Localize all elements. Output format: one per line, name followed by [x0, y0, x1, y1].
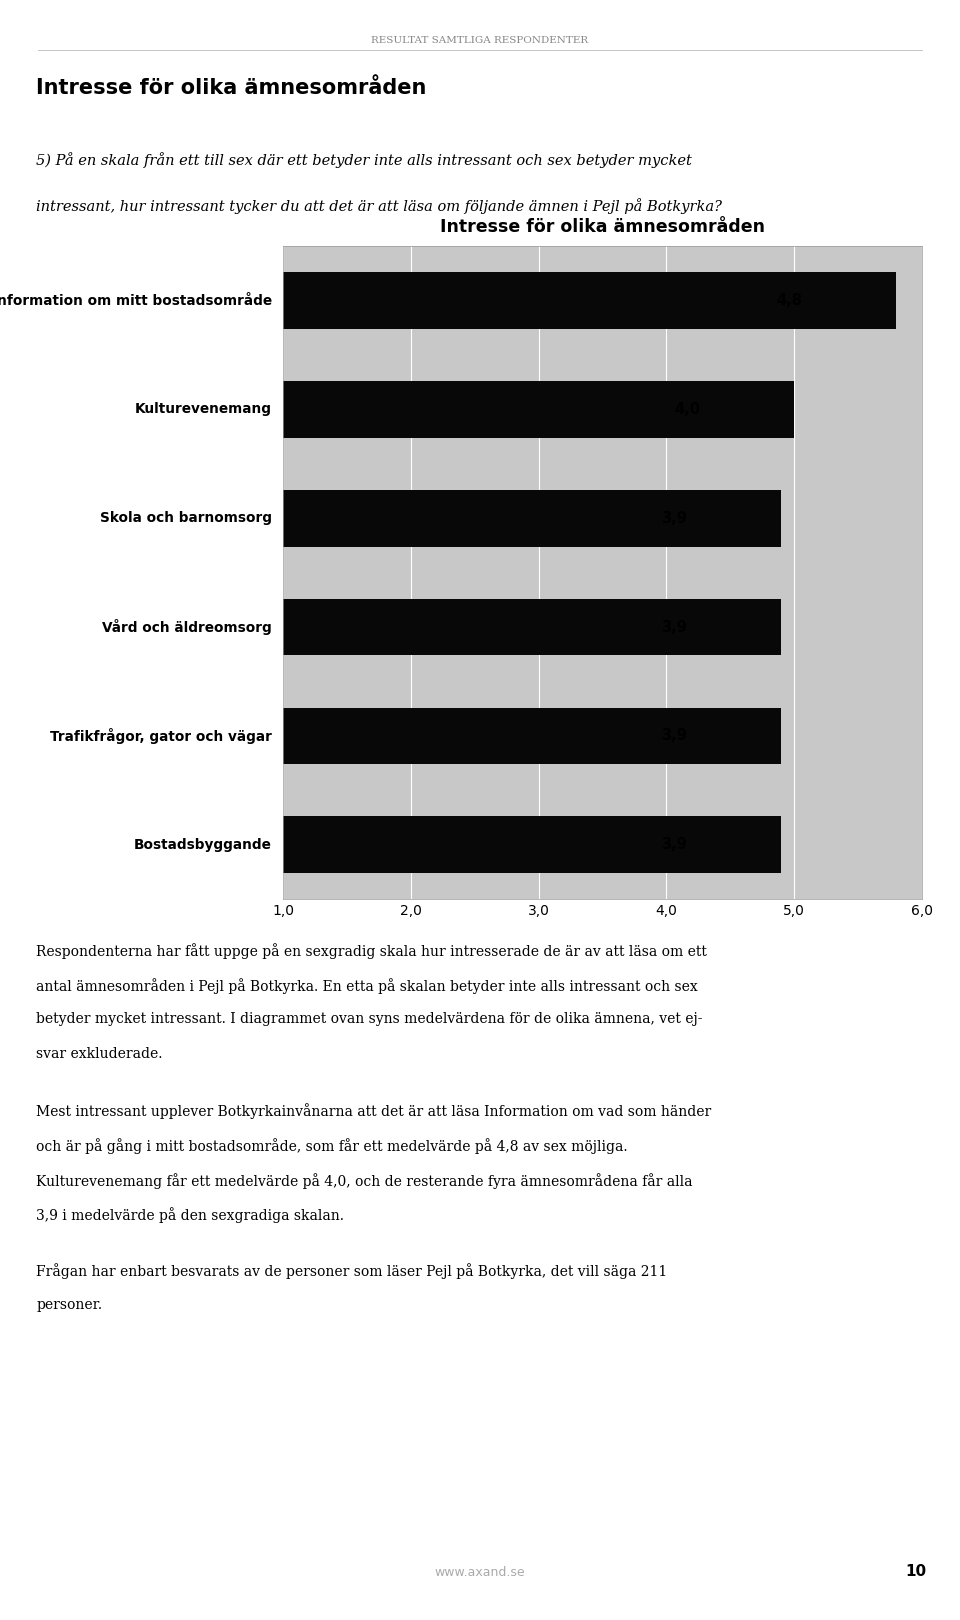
Text: Intresse för olika ämnesområden: Intresse för olika ämnesområden — [36, 78, 427, 97]
Text: Skola och barnomsorg: Skola och barnomsorg — [100, 512, 272, 525]
Title: Intresse för olika ämnesområden: Intresse för olika ämnesområden — [440, 219, 765, 237]
Text: 5) På en skala från ett till sex där ett betyder inte alls intressant och sex be: 5) På en skala från ett till sex där ett… — [36, 152, 692, 168]
Text: www.axand.se: www.axand.se — [435, 1567, 525, 1580]
Text: Bostadsbyggande: Bostadsbyggande — [133, 838, 272, 852]
Text: Vård och äldreomsorg: Vård och äldreomsorg — [102, 619, 272, 635]
Text: Respondenterna har fått uppge på en sexgradig skala hur intresserade de är av at: Respondenterna har fått uppge på en sexg… — [36, 943, 708, 959]
Bar — [283, 708, 781, 765]
Text: personer.: personer. — [36, 1298, 103, 1312]
Text: Kulturevenemang får ett medelvärde på 4,0, och de resterande fyra ämnesområdena : Kulturevenemang får ett medelvärde på 4,… — [36, 1173, 693, 1189]
Text: Kulturevenemang: Kulturevenemang — [134, 402, 272, 416]
Text: antal ämnesområden i Pejl på Botkyrka. En etta på skalan betyder inte alls intre: antal ämnesområden i Pejl på Botkyrka. E… — [36, 978, 698, 993]
Text: Information om mitt bostadsområde: Information om mitt bostadsområde — [0, 293, 272, 308]
Text: betyder mycket intressant. I diagrammet ovan syns medelvärdena för de olika ämne: betyder mycket intressant. I diagrammet … — [36, 1012, 703, 1027]
Text: Mest intressant upplever Botkyrkainvånarna att det är att läsa Information om va: Mest intressant upplever Botkyrkainvånar… — [36, 1103, 711, 1119]
Bar — [283, 489, 781, 546]
Bar — [283, 816, 781, 873]
Text: Frågan har enbart besvarats av de personer som läser Pejl på Botkyrka, det vill : Frågan har enbart besvarats av de person… — [36, 1264, 668, 1280]
Text: Trafikfrågor, gator och vägar: Trafikfrågor, gator och vägar — [50, 727, 272, 744]
Text: svar exkluderade.: svar exkluderade. — [36, 1048, 163, 1061]
Text: RESULTAT SAMTLIGA RESPONDENTER: RESULTAT SAMTLIGA RESPONDENTER — [372, 36, 588, 45]
Bar — [283, 272, 896, 329]
Text: och är på gång i mitt bostadsområde, som får ett medelvärde på 4,8 av sex möjlig: och är på gång i mitt bostadsområde, som… — [36, 1137, 628, 1153]
Text: 3,9: 3,9 — [661, 729, 687, 744]
Bar — [283, 599, 781, 656]
Text: 3,9 i medelvärde på den sexgradiga skalan.: 3,9 i medelvärde på den sexgradiga skala… — [36, 1207, 345, 1223]
Text: 3,9: 3,9 — [661, 838, 687, 852]
Text: 3,9: 3,9 — [661, 619, 687, 635]
Text: intressant, hur intressant tycker du att det är att läsa om följande ämnen i Pej: intressant, hur intressant tycker du att… — [36, 198, 723, 214]
Text: 3,9: 3,9 — [661, 510, 687, 526]
Bar — [283, 381, 794, 437]
Text: 4,0: 4,0 — [674, 402, 700, 416]
Text: 4,8: 4,8 — [776, 293, 802, 308]
Text: 10: 10 — [905, 1565, 926, 1579]
